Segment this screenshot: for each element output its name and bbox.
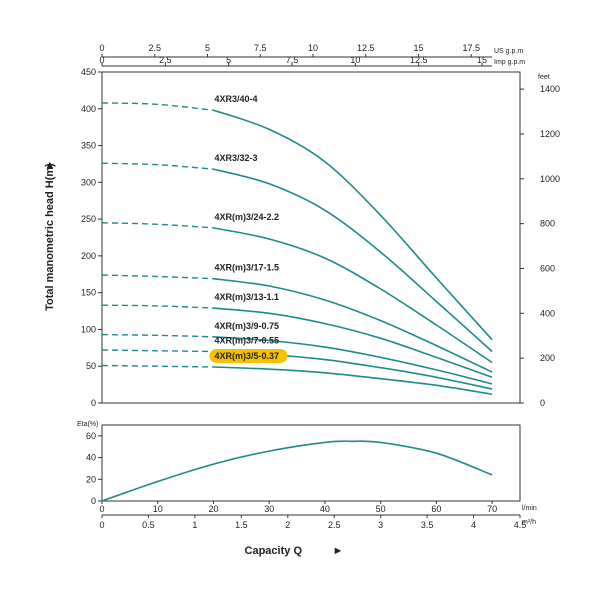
us-gpm-tick-label: 5 — [205, 43, 210, 53]
head-curve-solid-1 — [213, 109, 493, 341]
efficiency-tick-label: 0 — [91, 496, 96, 506]
imp-gpm-tick-label: 15 — [477, 55, 487, 65]
capacity-unit-label: l/min — [522, 505, 537, 512]
efficiency-tick-label: 60 — [86, 431, 96, 441]
cubic-meter-tick-label: 0 — [99, 520, 104, 530]
efficiency-tick-label: 40 — [86, 453, 96, 463]
head-tick-label: 400 — [81, 104, 96, 114]
head-tick-label: 300 — [81, 177, 96, 187]
capacity-tick-label: 20 — [208, 504, 218, 514]
head-tick-label: 0 — [91, 398, 96, 408]
cubic-meter-tick-label: 1 — [192, 520, 197, 530]
capacity-tick-label: 10 — [153, 504, 163, 514]
head-curve-labels: 4XR3/40-4 4XR3/32-3 4XR(m)3/24-2.2 4XR(m)3/… — [209, 94, 288, 363]
capacity-tick-label: 30 — [264, 504, 274, 514]
cubic-meter-tick-label: 3.5 — [421, 520, 434, 530]
cubic-meter-tick-label: 4 — [471, 520, 476, 530]
imp-gpm-tick-label: 10 — [350, 55, 360, 65]
curve-label-7: 4XR(m)3/7-0.55 — [214, 336, 279, 346]
head-curve-dashed-6 — [101, 333, 214, 338]
cubic-meter-tick-label: 0.5 — [142, 520, 155, 530]
feet-tick-label: 800 — [540, 219, 555, 229]
top-axes: 0 2.5 5 7.5 10 12.5 15 17.5 US g.p.m 0 2.5 5 7.5 10 12… — [99, 43, 525, 67]
us-gpm-tick-label: 10 — [308, 43, 318, 53]
capacity-tick-label: 70 — [487, 504, 497, 514]
head-curve-dashed-4 — [101, 274, 214, 280]
feet-tick-label: 200 — [540, 353, 555, 363]
head-curve-solid-5 — [213, 307, 493, 379]
curve-label-2: 4XR3/32-3 — [214, 153, 257, 163]
head-curve-solid-2 — [213, 168, 493, 353]
us-gpm-tick-label: 7.5 — [254, 43, 267, 53]
us-gpm-tick-label: 17.5 — [462, 43, 480, 53]
us-gpm-tick-label: 15 — [413, 43, 423, 53]
feet-tick-label: 600 — [540, 263, 555, 273]
head-curve-dashed-1 — [101, 102, 214, 111]
feet-tick-label: 0 — [540, 398, 545, 408]
head-axis-title: Total manometric head H(m) — [44, 163, 56, 311]
capacity-axis-arrow-icon: ► — [333, 545, 344, 557]
imp-gpm-tick-label: 0 — [99, 55, 104, 65]
imp-gpm-tick-label: 2.5 — [159, 55, 172, 65]
cubic-meter-tick-label: 3 — [378, 520, 383, 530]
imp-gpm-unit-label: Imp g.p.m — [494, 59, 525, 66]
head-curve-solid-4 — [213, 277, 493, 373]
capacity-tick-label: 40 — [320, 504, 330, 514]
efficiency-plot: 0 20 40 60 — [86, 424, 521, 506]
head-curve-solid-8 — [213, 366, 493, 395]
cubic-meter-tick-label: 4.5 — [514, 520, 527, 530]
us-gpm-tick-label: 2.5 — [148, 43, 161, 53]
head-curves — [101, 102, 493, 395]
head-curve-dashed-7 — [101, 349, 214, 353]
cubic-meter-tick-label: 2 — [285, 520, 290, 530]
cubic-meter-unit-label: m³/h — [522, 519, 536, 526]
head-curve-dashed-3 — [101, 222, 214, 229]
feet-tick-label: 1200 — [540, 129, 560, 139]
head-curve-dashed-8 — [101, 364, 214, 368]
imp-gpm-tick-label: 12.5 — [410, 55, 428, 65]
head-tick-label: 200 — [81, 251, 96, 261]
feet-tick-label: 400 — [540, 308, 555, 318]
head-tick-label: 450 — [81, 67, 96, 77]
cubic-meter-tick-label: 2.5 — [328, 520, 341, 530]
head-curve-dashed-2 — [101, 162, 214, 170]
us-gpm-tick-label: 0 — [99, 43, 104, 53]
head-curve-dashed-5 — [101, 304, 214, 309]
head-tick-label: 100 — [81, 324, 96, 334]
highlight-marker — [209, 348, 288, 363]
curve-label-4: 4XR(m)3/17-1.5 — [214, 263, 279, 273]
efficiency-curve — [101, 440, 493, 502]
head-plot-frame: 0 50 100 150 200 250 300 350 400 450 0 200 400 600 800… — [81, 67, 560, 408]
head-tick-label: 50 — [86, 361, 96, 371]
us-gpm-unit-label: US g.p.m — [494, 48, 523, 55]
head-tick-label: 250 — [81, 214, 96, 224]
head-curve-solid-6 — [213, 336, 493, 385]
head-tick-label: 150 — [81, 288, 96, 298]
capacity-axis-title: Capacity Q — [245, 545, 303, 557]
capacity-tick-label: 0 — [99, 504, 104, 514]
feet-unit-label: feet — [538, 74, 550, 81]
curve-label-1: 4XR3/40-4 — [214, 94, 257, 104]
head-tick-label: 350 — [81, 141, 96, 151]
feet-tick-label: 1400 — [540, 84, 560, 94]
cubic-meter-tick-label: 1.5 — [235, 520, 248, 530]
curve-label-5: 4XR(m)3/13-1.1 — [214, 292, 279, 302]
head-axis-arrow-icon: ► — [44, 160, 56, 171]
imp-gpm-tick-label: 5 — [226, 55, 231, 65]
us-gpm-tick-label: 12.5 — [357, 43, 375, 53]
curve-label-8: 4XR(m)3/5-0.37 — [214, 351, 279, 361]
efficiency-plot-border — [101, 424, 521, 502]
capacity-tick-label: 50 — [376, 504, 386, 514]
imp-gpm-tick-label: 7.5 — [286, 55, 299, 65]
curve-label-6: 4XR(m)3/9-0.75 — [214, 321, 279, 331]
capacity-tick-label: 60 — [431, 504, 441, 514]
curve-label-3: 4XR(m)3/24-2.2 — [214, 212, 279, 222]
efficiency-tick-label: 20 — [86, 474, 96, 484]
head-curve-solid-3 — [213, 227, 493, 364]
feet-tick-label: 1000 — [540, 174, 560, 184]
head-plot-border — [101, 71, 521, 404]
efficiency-axis-title: Eta(%) — [77, 421, 98, 428]
bottom-axes: 0 10 20 30 40 50 60 70 l/min 0 0.5 1 1.5 2 2.5 3 3.5 4 4.5… — [99, 501, 537, 530]
